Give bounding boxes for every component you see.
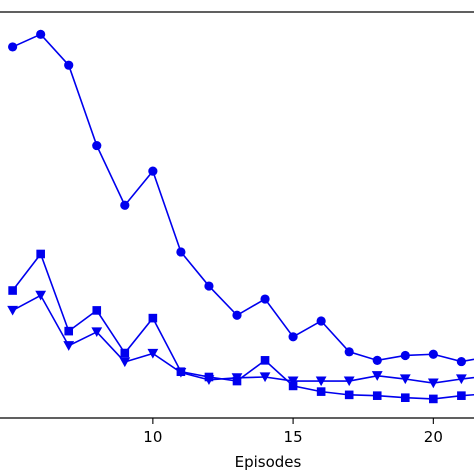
data-point-triangle-down [119,357,131,368]
series-circle [8,29,474,367]
data-point-triangle-down [231,373,243,383]
x-axis-title: Episodes [235,453,302,471]
series-triangle-down [7,290,474,389]
data-point-square [400,393,410,402]
data-point-circle [176,247,186,257]
data-point-square [429,394,438,404]
data-point-square [64,326,74,336]
series-line [12,33,474,363]
data-point-circle [456,356,466,367]
data-point-circle [8,42,18,52]
x-tick-label: 10 [143,428,162,446]
data-point-triangle-down [287,376,299,387]
data-point-circle [92,140,102,151]
data-point-triangle-down [175,367,187,378]
data-point-square [260,356,270,365]
data-point-circle [148,166,158,176]
data-point-square [120,348,130,358]
data-point-circle [428,349,438,359]
data-point-square [372,391,382,400]
data-point-square [8,286,17,295]
data-point-triangle-down [315,376,327,387]
data-point-triangle-down [399,374,411,385]
data-point-triangle-down [147,348,159,359]
data-point-circle [344,347,354,357]
x-tick-label: 15 [284,428,303,446]
data-point-triangle-down [63,341,75,351]
data-point-circle [36,29,46,39]
data-point-square [344,390,354,400]
data-point-square [92,306,102,315]
data-point-circle [288,332,298,342]
data-point-circle [204,281,214,291]
data-point-triangle-down [371,371,383,381]
data-point-triangle-down [343,376,355,387]
data-point-circle [232,310,242,320]
x-axis-ticks: 10 15 20 [143,418,443,446]
series-layer [7,29,474,404]
x-tick-label: 20 [424,428,443,446]
data-point-circle [316,316,326,326]
series-line [12,294,474,384]
data-point-square [457,391,466,400]
data-point-square [148,313,158,323]
data-point-triangle-down [455,374,467,385]
data-point-triangle-down [427,378,439,389]
data-point-triangle-down [203,375,215,385]
data-point-square [316,387,326,396]
data-point-triangle-down [35,290,47,301]
series-line [11,252,474,400]
data-point-triangle-down [7,305,19,316]
data-point-square [36,249,45,259]
data-point-circle [372,355,382,365]
data-point-circle [400,350,410,361]
data-point-circle [260,294,270,304]
data-point-circle [64,60,74,70]
data-point-circle [120,200,130,210]
data-point-triangle-down [259,372,271,383]
data-point-triangle-down [91,327,103,338]
